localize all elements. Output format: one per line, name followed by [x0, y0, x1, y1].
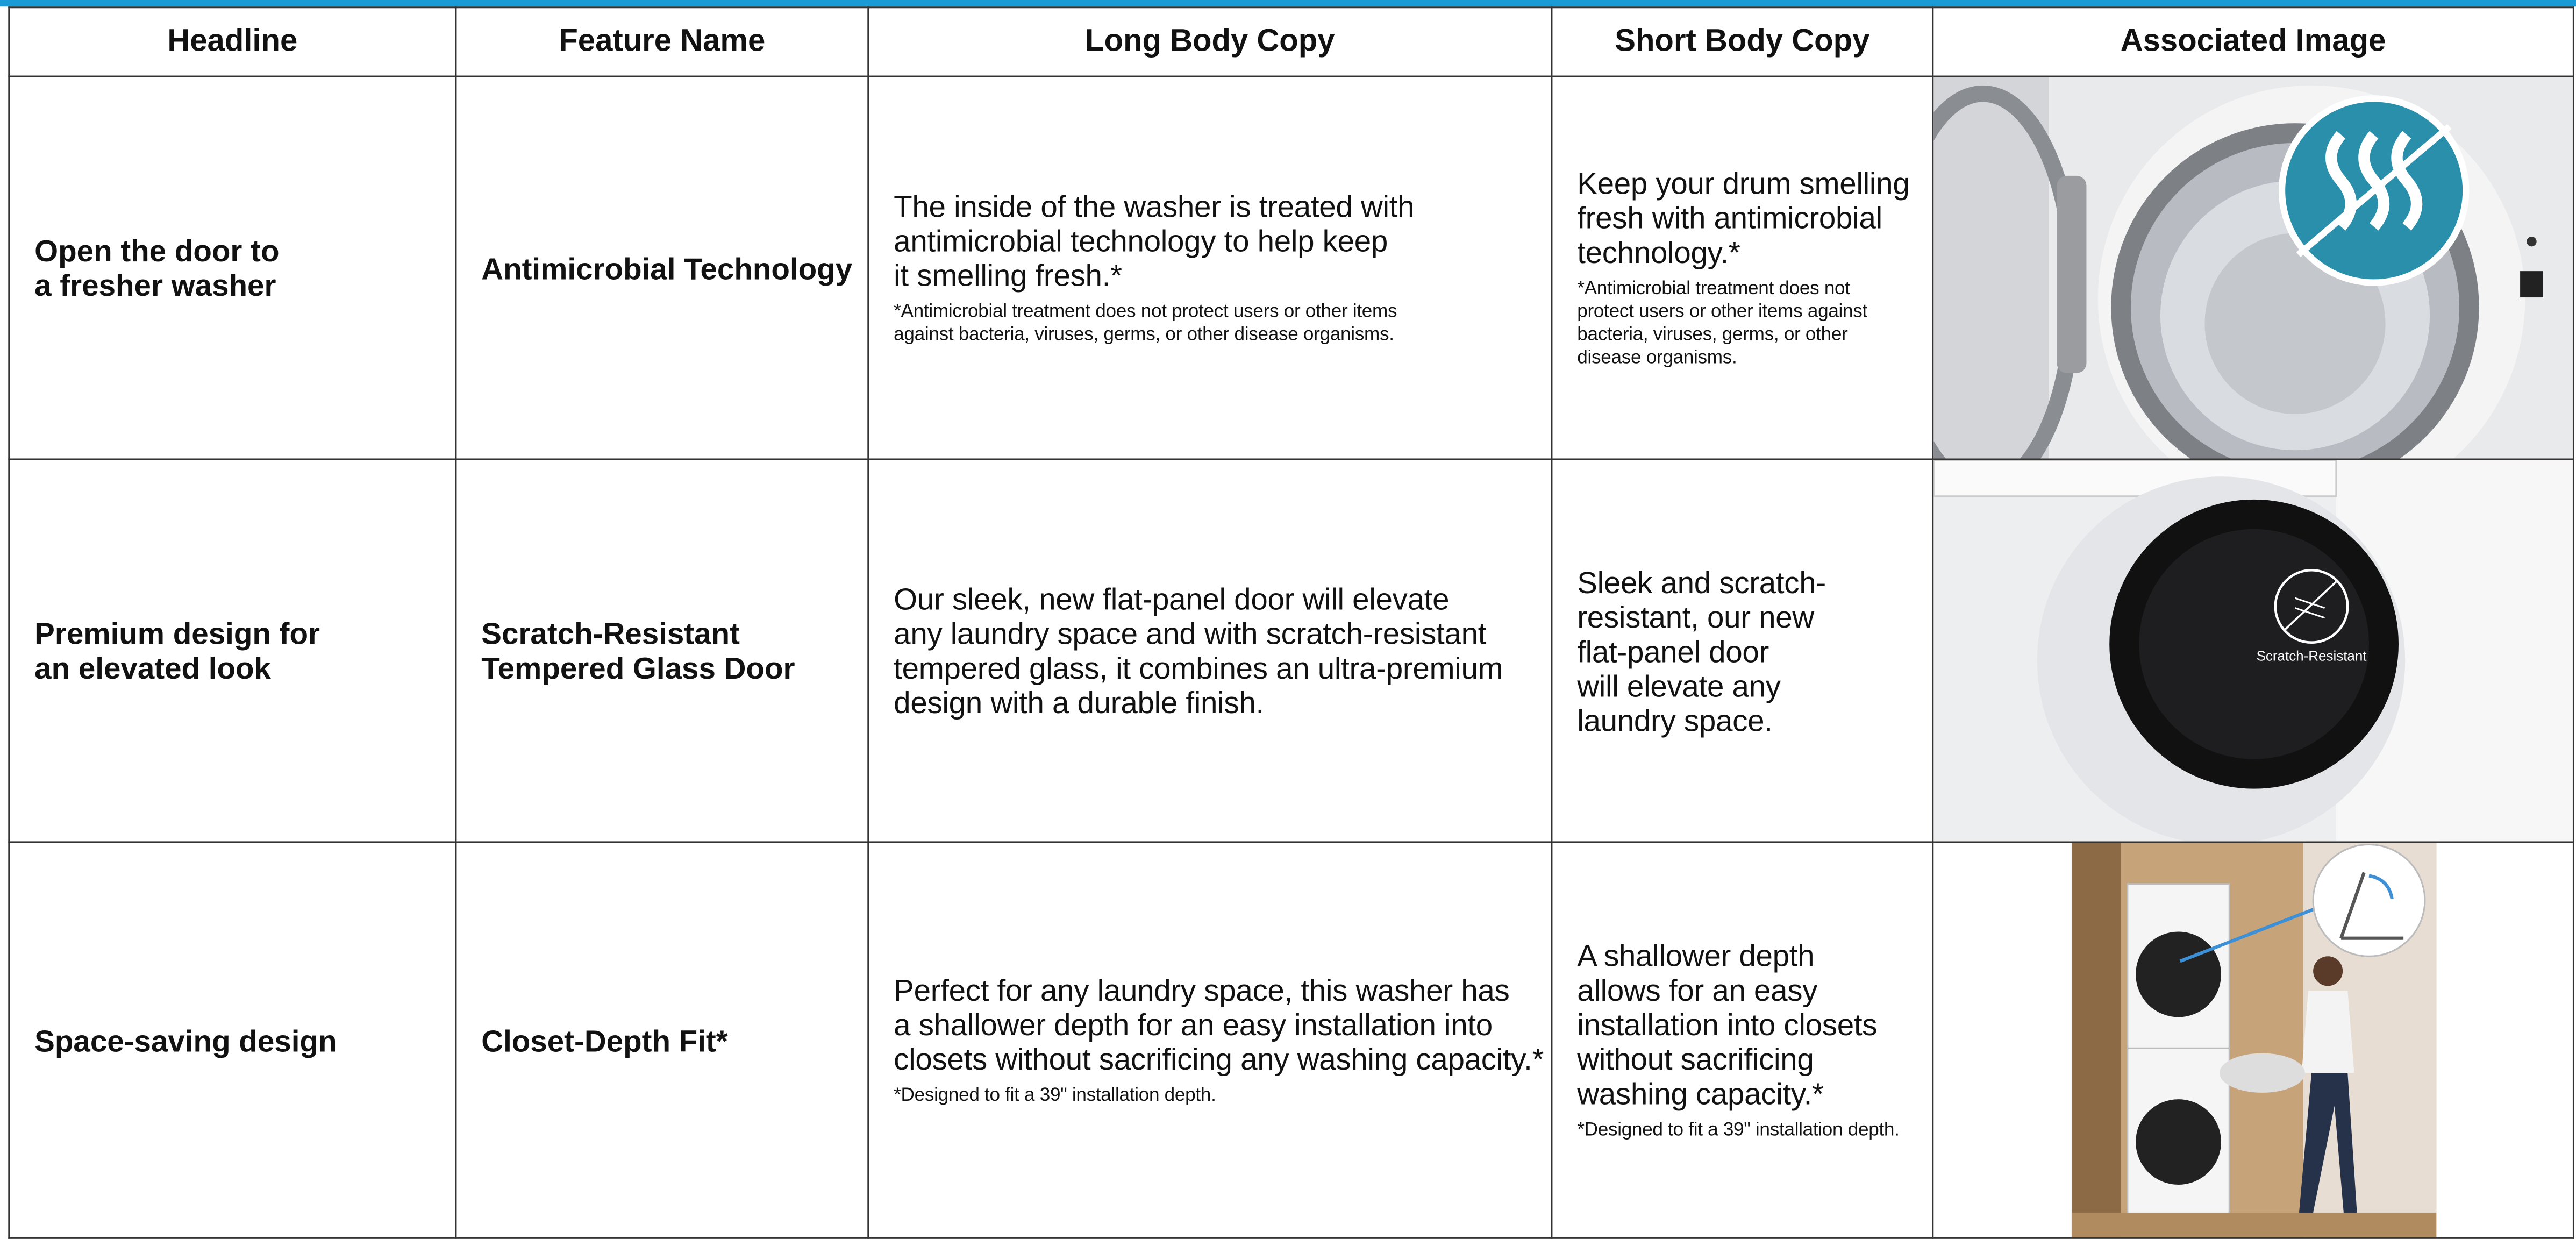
- long-copy: Our sleek, new flat-panel door will elev…: [894, 582, 1551, 720]
- short-copy-line: installation into closets: [1577, 1007, 1878, 1042]
- long-copy-line: Our sleek, new flat-panel door will elev…: [894, 581, 1450, 616]
- footnote: *Antimicrobial treatment does not protec…: [894, 301, 1551, 347]
- feature-line: Tempered Glass Door: [481, 650, 795, 686]
- footnote-line: *Designed to fit a 39" installation dept…: [894, 1086, 1216, 1106]
- table-body: Open the door to a fresher washer Antimicr…: [8, 75, 2574, 1239]
- long-copy-line: any laundry space and with scratch-resis…: [894, 616, 1487, 651]
- long-copy-line: design with a durable finish.: [894, 685, 1264, 720]
- footnote-line: *Designed to fit a 39" installation dept…: [1577, 1120, 1900, 1141]
- long-copy: Perfect for any laundry space, this wash…: [894, 973, 1551, 1076]
- long-copy-line: tempered glass, it combines an ultra-pre…: [894, 650, 1503, 686]
- short-copy-line: fresh with antimicrobial: [1577, 200, 1882, 235]
- footnote: *Designed to fit a 39" installation dept…: [894, 1085, 1551, 1108]
- headline-cell: Space-saving design: [8, 841, 457, 1239]
- short-copy-cell: A shallower depth allows for an easy insta…: [1551, 841, 1934, 1239]
- short-copy-line: will elevate any: [1577, 668, 1781, 703]
- headline-line: Premium design for: [34, 616, 320, 651]
- long-copy: The inside of the washer is treated with…: [894, 189, 1551, 292]
- feature-cell: Scratch-Resistant Tempered Glass Door: [455, 458, 869, 843]
- footnote-line: *Antimicrobial treatment does not: [1577, 279, 1850, 300]
- footnote: *Antimicrobial treatment does not protect…: [1577, 277, 1932, 369]
- footnote-line: protect users or other items against: [1577, 302, 1868, 322]
- long-copy-line: a shallower depth for an easy installati…: [894, 1007, 1493, 1042]
- image-cell: [1932, 75, 2574, 460]
- short-copy-line: flat-panel door: [1577, 633, 1769, 668]
- short-copy: Keep your drum smelling fresh with antimi…: [1577, 166, 1932, 269]
- long-copy-line: antimicrobial technology to help keep: [894, 223, 1388, 258]
- washer-drum-image: [1934, 78, 2572, 458]
- headline-cell: Open the door to a fresher washer: [8, 75, 457, 460]
- footnote-line: against bacteria, viruses, germs, or oth…: [894, 325, 1394, 345]
- column-header: Feature Name: [455, 6, 869, 77]
- column-header: Headline: [8, 6, 457, 77]
- feature-table: Headline Feature Name Long Body Copy Short …: [8, 6, 2574, 1239]
- footnote: *Designed to fit a 39" installation dept…: [1577, 1119, 1932, 1142]
- feature-line: Antimicrobial Technology: [481, 250, 853, 286]
- short-copy-line: Sleek and scratch-: [1577, 564, 1826, 599]
- short-copy-line: allows for an easy: [1577, 972, 1818, 1008]
- headline-line: Space-saving design: [34, 1023, 337, 1058]
- headline-line: a fresher washer: [34, 268, 276, 303]
- table-row: Open the door to a fresher washer Antimicr…: [8, 75, 2574, 460]
- short-copy-cell: Keep your drum smelling fresh with antimi…: [1551, 75, 1934, 460]
- feature-line: Scratch-Resistant: [481, 616, 740, 651]
- short-copy-line: without sacrificing: [1577, 1042, 1814, 1077]
- short-copy-line: Keep your drum smelling: [1577, 166, 1910, 201]
- image-cell: Scratch-Resistant: [1932, 458, 2574, 843]
- image-cell: [1932, 841, 2574, 1239]
- headline-line: an elevated look: [34, 650, 272, 686]
- column-header: Associated Image: [1932, 6, 2574, 77]
- closet-image: [1934, 843, 2572, 1237]
- top-bar: [0, 0, 2576, 7]
- short-copy: Sleek and scratch-resistant, our new flat…: [1577, 565, 1932, 737]
- headline-cell: Premium design for an elevated look: [8, 458, 457, 843]
- feature-cell: Antimicrobial Technology: [455, 75, 869, 460]
- long-copy-cell: Perfect for any laundry space, this wash…: [867, 841, 1553, 1239]
- long-copy-cell: Our sleek, new flat-panel door will elev…: [867, 458, 1553, 843]
- long-copy-cell: The inside of the washer is treated with…: [867, 75, 1553, 460]
- long-copy-line: it smelling fresh.*: [894, 258, 1122, 293]
- short-copy-line: laundry space.: [1577, 702, 1773, 737]
- short-copy-cell: Sleek and scratch-resistant, our new flat…: [1551, 458, 1934, 843]
- column-header: Short Body Copy: [1551, 6, 1934, 77]
- long-copy-line: closets without sacrificing any washing …: [894, 1042, 1544, 1077]
- footnote-line: disease organisms.: [1577, 348, 1737, 368]
- table-row: Space-saving design Closet-Depth Fit* Perf…: [8, 841, 2574, 1239]
- long-copy-line: The inside of the washer is treated with: [894, 189, 1415, 224]
- table-row: Premium design for an elevated look Scratc…: [8, 458, 2574, 843]
- short-copy-line: A shallower depth: [1577, 938, 1815, 973]
- headline-line: Open the door to: [34, 233, 280, 268]
- washer-door-image: Scratch-Resistant: [1934, 461, 2572, 841]
- footnote-line: *Antimicrobial treatment does not protec…: [894, 302, 1397, 322]
- short-copy-line: resistant, our new: [1577, 599, 1814, 633]
- feature-cell: Closet-Depth Fit*: [455, 841, 869, 1239]
- feature-line: Closet-Depth Fit*: [481, 1023, 728, 1058]
- footnote-line: bacteria, viruses, germs, or other: [1577, 325, 1848, 345]
- short-copy-line: washing capacity.*: [1577, 1076, 1824, 1111]
- column-header: Long Body Copy: [867, 6, 1553, 77]
- short-copy-line: technology.*: [1577, 234, 1740, 270]
- image-label: Scratch-Resistant: [2257, 647, 2367, 664]
- header-row: Headline Feature Name Long Body Copy Short …: [8, 6, 2574, 77]
- long-copy-line: Perfect for any laundry space, this wash…: [894, 972, 1510, 1008]
- short-copy: A shallower depth allows for an easy insta…: [1577, 938, 1932, 1111]
